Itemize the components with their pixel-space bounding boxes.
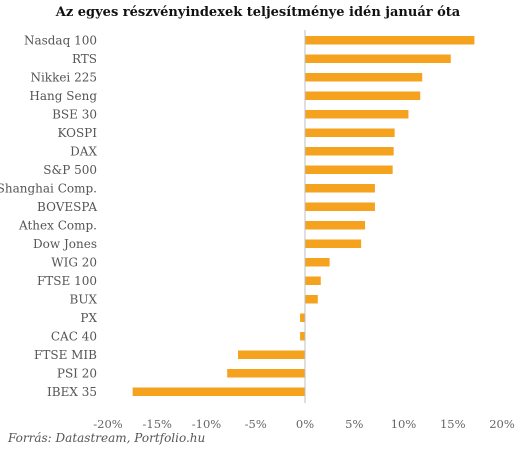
category-label-8: Shanghai Comp. (0, 181, 97, 195)
category-label-9: BOVESPA (37, 200, 97, 214)
category-label-18: PSI 20 (57, 366, 97, 380)
bar-3 (305, 91, 421, 100)
bar-11 (305, 239, 362, 248)
x-tick-label-0: -20% (93, 417, 123, 431)
category-label-5: KOSPI (57, 126, 97, 140)
bar-9 (305, 202, 375, 211)
category-label-10: Athex Comp. (18, 218, 97, 232)
category-label-4: BSE 30 (52, 107, 97, 121)
bar-17 (238, 350, 305, 359)
bar-10 (305, 221, 366, 230)
bar-13 (305, 276, 321, 285)
category-label-16: CAC 40 (51, 329, 97, 343)
category-label-1: RTS (72, 52, 97, 66)
bar-6 (305, 147, 394, 156)
category-label-17: FTSE MIB (34, 348, 97, 362)
category-label-2: Nikkei 225 (30, 70, 97, 84)
bar-0 (305, 36, 475, 45)
category-label-3: Hang Seng (29, 89, 97, 103)
category-label-6: DAX (70, 144, 97, 158)
x-tick-labels: -20% -15% -10% -5% 0% 5% 10% 15% 20% (93, 417, 515, 431)
category-label-12: WIG 20 (51, 255, 97, 269)
x-tick-label-3: -5% (245, 417, 267, 431)
bar-14 (305, 295, 318, 304)
bar-5 (305, 128, 395, 137)
category-label-14: BUX (70, 292, 98, 306)
bar-7 (305, 165, 393, 174)
x-tick-label-7: 15% (440, 417, 466, 431)
bar-16 (300, 332, 305, 341)
source-note: Forrás: Datastream, Portfolio.hu (7, 431, 205, 445)
bar-2 (305, 73, 423, 82)
category-label-13: FTSE 100 (37, 274, 97, 288)
bar-8 (305, 184, 375, 193)
bar-1 (305, 54, 451, 63)
bar-18 (227, 369, 305, 378)
x-tick-label-1: -15% (143, 417, 173, 431)
x-tick-label-2: -10% (192, 417, 222, 431)
chart-title: Az egyes részvényindexek teljesítménye i… (55, 5, 461, 20)
bar-15 (300, 313, 305, 322)
x-tick-label-8: 20% (489, 417, 515, 431)
bars-group (132, 36, 475, 396)
x-tick-label-6: 10% (391, 417, 417, 431)
bar-4 (305, 110, 409, 119)
x-tick-label-5: 5% (345, 417, 363, 431)
category-labels: Nasdaq 100 RTS Nikkei 225 Hang Seng BSE 30 KO… (0, 33, 97, 399)
category-label-0: Nasdaq 100 (24, 33, 97, 47)
bar-19 (132, 387, 305, 396)
category-label-15: PX (80, 311, 97, 325)
category-label-7: S&P 500 (43, 163, 97, 177)
category-label-19: IBEX 35 (47, 385, 97, 399)
x-tick-label-4: 0% (296, 417, 314, 431)
bar-12 (305, 258, 330, 267)
category-label-11: Dow Jones (33, 237, 97, 251)
